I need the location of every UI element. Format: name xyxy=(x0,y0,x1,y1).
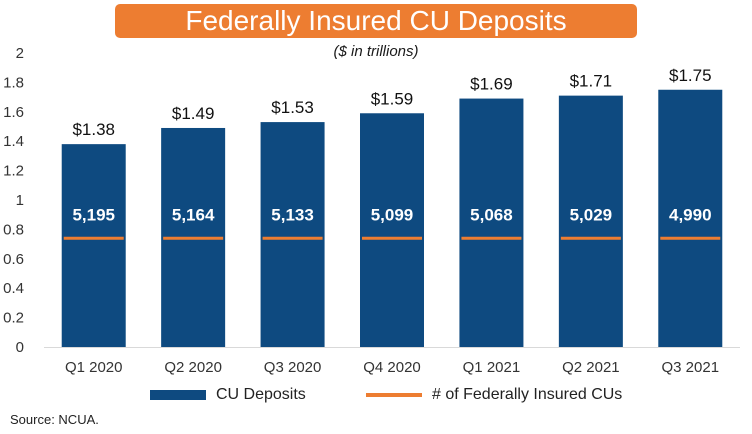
chart-title-banner: Federally Insured CU Deposits xyxy=(115,4,637,38)
x-tick-label-1: Q2 2020 xyxy=(164,359,222,376)
x-tick-label-6: Q3 2021 xyxy=(662,359,720,376)
bar-4 xyxy=(459,98,524,347)
x-tick-label-5: Q2 2021 xyxy=(562,359,620,376)
bar-2 xyxy=(260,122,325,347)
bar-value-label-0: $1.38 xyxy=(72,120,115,139)
cu-count-label-0: 5,195 xyxy=(72,206,115,225)
bar-value-label-5: $1.71 xyxy=(570,72,613,91)
bar-6 xyxy=(658,89,723,347)
bar-value-label-2: $1.53 xyxy=(271,98,314,117)
cu-count-label-4: 5,068 xyxy=(470,206,513,225)
x-tick-label-4: Q1 2021 xyxy=(463,359,521,376)
deposits-bar-chart: 0 0.2 0.4 0.6 0.8 1 1.2 1.4 1.6 1.8 2 $1.38 5,195 Q1 … xyxy=(3,45,740,376)
y-tick-label-2: 0.4 xyxy=(3,280,24,297)
x-tick-label-2: Q3 2020 xyxy=(264,359,322,376)
y-tick-label-7: 1.4 xyxy=(3,133,24,150)
y-tick-label-6: 1.2 xyxy=(3,163,24,180)
y-tick-label-10: 2 xyxy=(16,45,24,62)
chart-legend: CU Deposits # of Federally Insured CUs xyxy=(0,384,752,406)
y-tick-label-8: 1.6 xyxy=(3,104,24,121)
cu-count-label-6: 4,990 xyxy=(669,206,712,225)
chart-subtitle: ($ in trillions) xyxy=(333,43,419,60)
bar-value-label-1: $1.49 xyxy=(172,104,215,123)
cu-count-label-2: 5,133 xyxy=(271,206,314,225)
y-tick-label-4: 0.8 xyxy=(3,221,24,238)
legend-label-cu-count: # of Federally Insured CUs xyxy=(432,386,623,403)
legend-item-deposits: CU Deposits xyxy=(150,384,306,406)
bar-value-label-6: $1.75 xyxy=(669,66,712,85)
bar-3 xyxy=(360,113,424,348)
y-tick-label-1: 0.2 xyxy=(3,310,24,327)
x-tick-label-0: Q1 2020 xyxy=(65,359,123,376)
bar-value-label-3: $1.59 xyxy=(371,89,414,108)
y-tick-label-5: 1 xyxy=(16,192,24,209)
legend-label-deposits: CU Deposits xyxy=(216,386,306,403)
bar-5 xyxy=(558,95,623,347)
chart-title: Federally Insured CU Deposits xyxy=(185,5,567,36)
y-tick-label-0: 0 xyxy=(16,339,24,356)
y-tick-label-3: 0.6 xyxy=(3,251,24,268)
source-note: Source: NCUA. xyxy=(10,412,99,427)
cu-count-label-5: 5,029 xyxy=(570,206,613,225)
legend-swatch-deposits xyxy=(150,390,206,400)
y-tick-label-9: 1.8 xyxy=(3,74,24,91)
legend-item-cu-count: # of Federally Insured CUs xyxy=(366,384,622,406)
cu-count-label-1: 5,164 xyxy=(172,206,215,225)
legend-swatch-cu-count xyxy=(366,393,422,397)
bar-0 xyxy=(61,144,126,347)
cu-count-label-3: 5,099 xyxy=(371,206,414,225)
bar-value-label-4: $1.69 xyxy=(470,75,513,94)
x-tick-label-3: Q4 2020 xyxy=(363,359,421,376)
